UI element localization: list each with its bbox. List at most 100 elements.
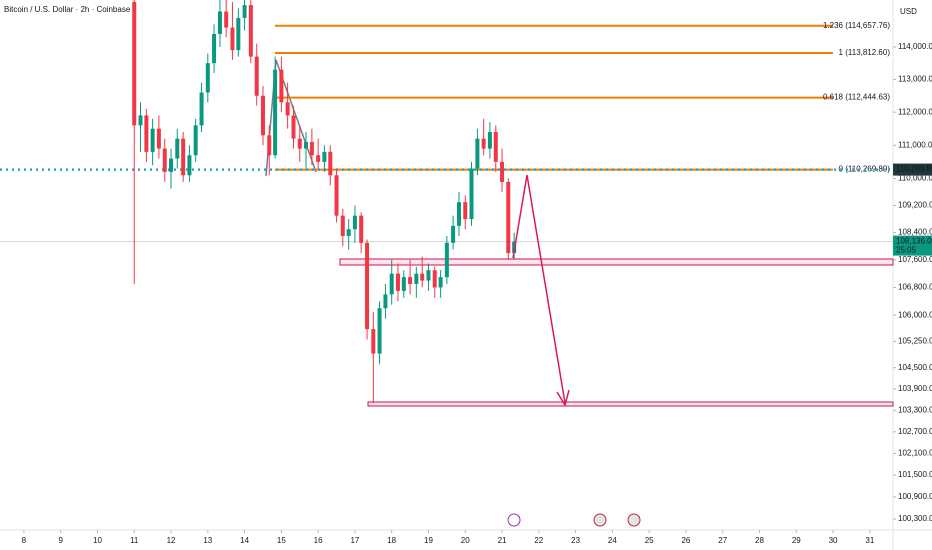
last-price-badge [893,235,932,256]
x-tick-label: 14 [240,536,249,545]
y-tick-label: 102,700.00 [898,427,932,436]
candle-body [217,11,222,35]
candle-body [273,69,278,156]
candle-body [414,273,419,284]
arrow-head [556,389,570,407]
candle-body [389,273,394,295]
candle-body [248,5,253,57]
candle-body [487,131,492,149]
x-tick-label: 10 [93,536,102,545]
candle-body [481,138,486,149]
candle-body [224,11,229,28]
fib-label: 0.618 (112,444.63) [823,93,890,102]
candle-body [426,270,431,281]
last-price-label: 108,136.00 [896,237,932,246]
fib-label: 1.236 (114,657.76) [823,21,890,30]
x-tick-label: 18 [387,536,396,545]
projection-arrow [512,174,570,407]
candle-body [205,63,210,93]
candle-body [493,131,498,162]
x-tick-label: 23 [571,536,580,545]
y-tick-label: 109,200.00 [898,201,932,210]
arrow-path [512,174,566,404]
x-tick-label: 11 [130,536,139,545]
x-tick-label: 17 [350,536,359,545]
candle-body [175,138,180,159]
level-badge-label: 110,269.89 [896,165,932,174]
candle-body [193,125,198,156]
x-tick-label: 19 [424,536,433,545]
y-tick-label: 106,000.00 [898,310,932,319]
candle-body [156,128,161,149]
y-tick-label: 110,000.00 [898,174,932,183]
countdown: 25:05 [896,246,917,255]
candle-body [500,161,505,182]
x-tick-label: 16 [314,536,323,545]
candle-body [260,95,265,136]
candle-body [334,175,339,216]
candle-body [267,135,272,156]
candle-body [309,141,314,156]
x-tick-label: 22 [534,536,543,545]
candle-body [359,215,364,243]
y-tick-label: 103,900.00 [898,384,932,393]
candle-body [469,168,474,220]
candle-body [420,273,425,281]
x-tick-label: 20 [461,536,470,545]
x-tick-label: 8 [22,536,27,545]
y-tick-label: 101,500.00 [898,470,932,479]
y-tick-label: 113,000.00 [898,75,932,84]
candle-body [242,5,247,18]
candle-body [322,151,327,162]
candle-body [506,181,511,254]
x-tick-label: 12 [167,536,176,545]
x-tick-label: 25 [645,536,654,545]
y-tick-label: 107,600.00 [898,255,932,264]
candle-body [395,273,400,291]
candle-body [187,155,192,176]
x-tick-label: 13 [203,536,212,545]
y-tick-label: 100,300.00 [898,514,932,523]
x-tick-label: 30 [829,536,838,545]
candle-body [408,277,413,284]
x-tick-label: 15 [277,536,286,545]
candle-body [285,102,290,116]
events [507,513,641,527]
candle-body [199,92,204,126]
fib-label: 1 (113,812.60) [839,48,891,57]
candle-body [181,138,186,176]
candle-body [371,329,376,354]
candle-body [212,34,217,64]
candle-body [438,277,443,288]
x-tick-label: 31 [865,536,874,545]
candle-body [132,1,137,126]
y-tick-label: 111,000.00 [898,140,932,149]
y-tick-label: 103,300.00 [898,405,932,414]
event-icon[interactable] [627,513,641,527]
x-tick-label: 28 [755,536,764,545]
y-tick-label: 104,500.00 [898,363,932,372]
candle-body [475,138,480,169]
candle-body [383,294,388,309]
event-icon[interactable] [507,513,521,527]
candle-body [162,148,167,172]
candle-body [138,115,143,126]
candle-body [444,242,449,278]
candle-body [451,225,456,243]
x-tick-label: 29 [792,536,801,545]
candle-body [346,229,351,237]
candle-body [340,215,345,237]
event-icon[interactable] [593,513,607,527]
x-tick-label: 26 [681,536,690,545]
candle-body [365,242,370,330]
candle-body [279,69,284,103]
y-tick-label: 114,000.00 [898,42,932,51]
y-tick-label: 106,800.00 [898,283,932,292]
support-zone [339,258,894,266]
candle-body [432,270,437,288]
y-tick-label: 105,250.00 [898,336,932,345]
currency: USD [900,7,917,16]
candle-body [254,56,259,96]
target-zone [367,401,894,407]
